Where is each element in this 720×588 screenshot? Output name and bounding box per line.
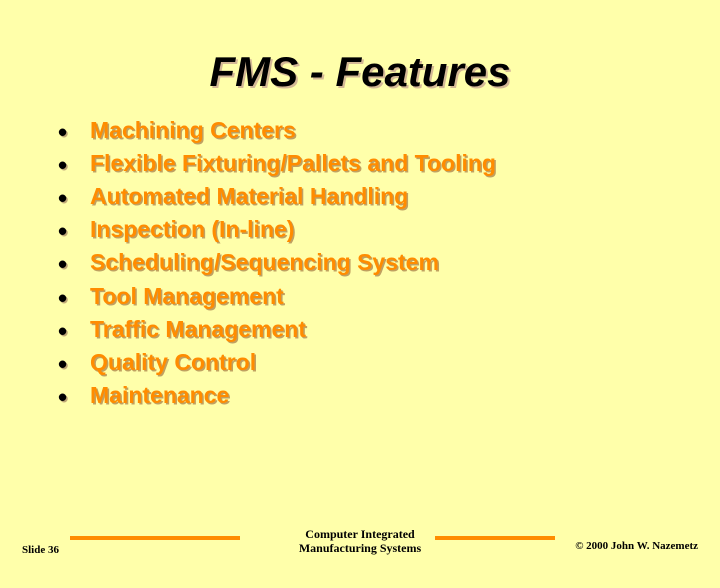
footer-center-line2: Manufacturing Systems <box>299 541 421 555</box>
footer-rule-right <box>435 536 555 540</box>
list-item: Maintenance <box>58 379 720 412</box>
list-item: Tool Management <box>58 280 720 313</box>
list-item: Inspection (In-line) <box>58 213 720 246</box>
bullet-list: Machining Centers Flexible Fixturing/Pal… <box>58 114 720 412</box>
footer-center-text: Computer Integrated Manufacturing System… <box>299 528 421 556</box>
list-item: Automated Material Handling <box>58 180 720 213</box>
list-item: Machining Centers <box>58 114 720 147</box>
list-item: Flexible Fixturing/Pallets and Tooling <box>58 147 720 180</box>
list-item: Quality Control <box>58 346 720 379</box>
list-item: Scheduling/Sequencing System <box>58 246 720 279</box>
slide-footer: Slide 36 Computer Integrated Manufacturi… <box>0 522 720 562</box>
footer-rule-left <box>70 536 240 540</box>
slide-number: Slide 36 <box>22 544 59 556</box>
list-item: Traffic Management <box>58 313 720 346</box>
footer-center-line1: Computer Integrated <box>305 527 414 541</box>
footer-copyright: © 2000 John W. Nazemetz <box>575 540 698 552</box>
slide-title: FMS - Features <box>0 48 720 96</box>
